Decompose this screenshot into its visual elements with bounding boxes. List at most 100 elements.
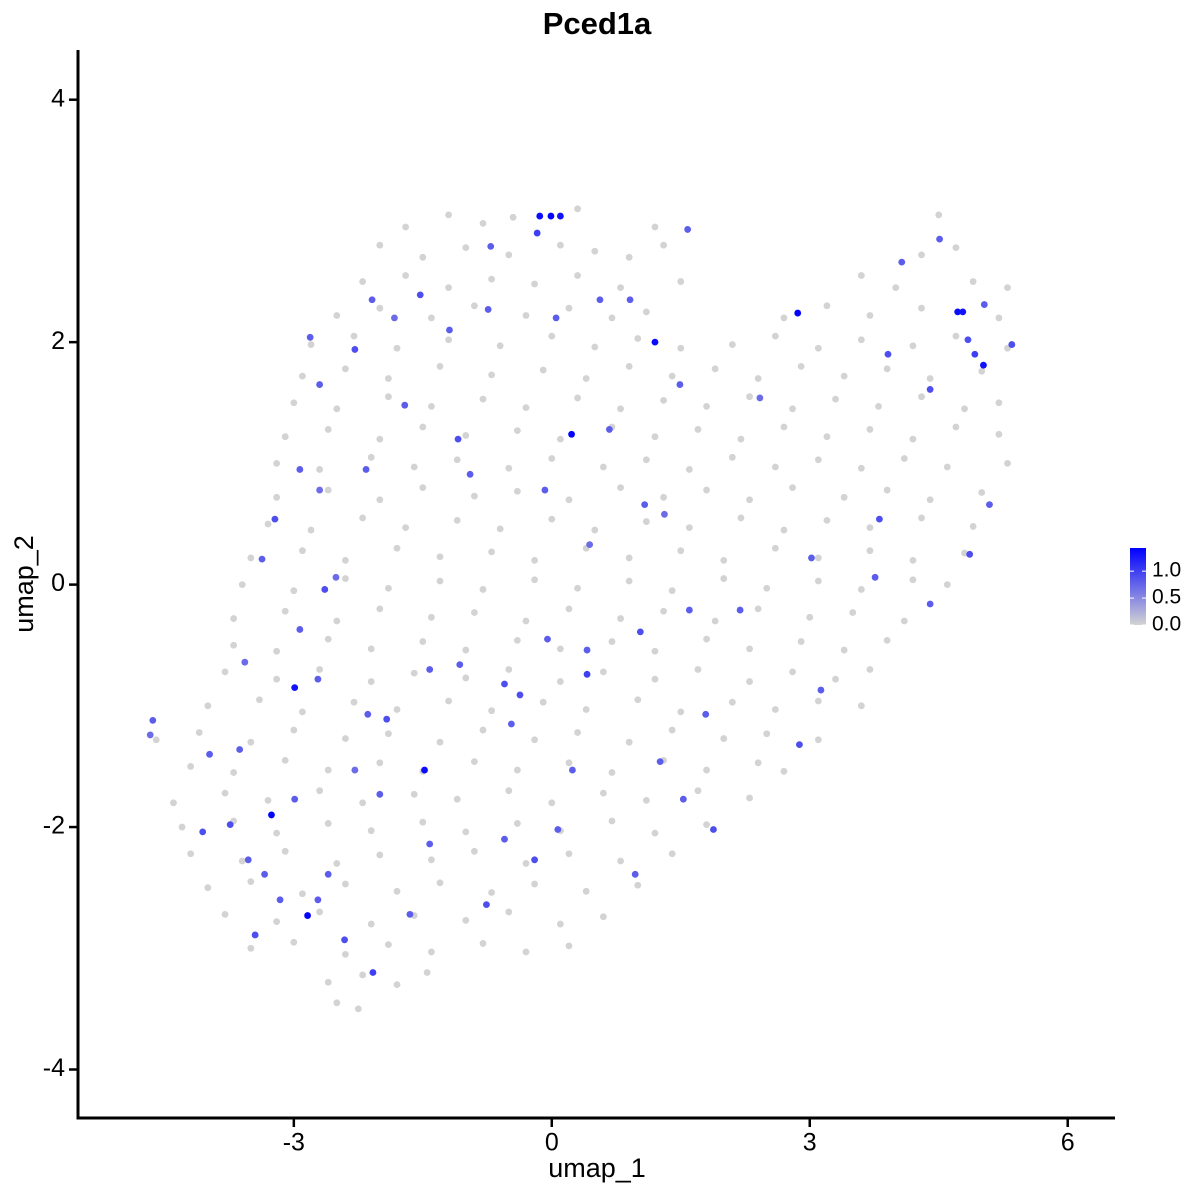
point: [605, 426, 613, 433]
point: [324, 978, 332, 986]
point: [875, 515, 883, 523]
point: [419, 484, 427, 492]
point: [324, 870, 332, 878]
x-axis-title: umap_1: [548, 1153, 646, 1183]
colorbar-label: 0.0: [1152, 613, 1181, 636]
point: [531, 280, 538, 288]
point: [505, 666, 513, 673]
point: [376, 851, 384, 859]
point: [582, 706, 590, 713]
point: [436, 362, 444, 370]
point: [350, 332, 358, 340]
point: [428, 403, 435, 410]
point: [281, 847, 289, 855]
point: [556, 645, 564, 653]
point: [952, 332, 960, 340]
colorbar: [1130, 548, 1146, 625]
point: [677, 708, 685, 716]
point: [651, 829, 659, 837]
point: [290, 587, 298, 595]
point: [556, 920, 564, 928]
point: [668, 726, 676, 734]
point: [230, 769, 238, 776]
point: [446, 326, 453, 334]
point: [634, 696, 642, 704]
point: [995, 399, 1003, 407]
point: [273, 829, 281, 837]
point: [651, 433, 659, 441]
point: [351, 346, 359, 353]
point: [426, 840, 434, 848]
point: [406, 910, 414, 918]
point: [789, 668, 796, 676]
point: [617, 615, 624, 622]
point: [304, 912, 311, 919]
point: [694, 666, 702, 673]
point: [952, 423, 960, 431]
point: [586, 541, 594, 549]
point: [307, 341, 315, 348]
point: [554, 826, 562, 833]
point: [199, 828, 207, 836]
point: [909, 556, 917, 564]
point: [746, 794, 753, 802]
point: [754, 375, 762, 382]
point: [470, 758, 478, 765]
point: [703, 766, 710, 774]
point: [814, 697, 822, 705]
point: [574, 584, 581, 592]
point: [961, 549, 968, 557]
point: [367, 678, 375, 685]
point: [221, 789, 229, 797]
point: [703, 821, 710, 829]
point: [385, 730, 392, 738]
point: [376, 241, 384, 249]
point: [238, 581, 246, 589]
point: [456, 661, 464, 669]
point: [569, 766, 576, 774]
point: [505, 251, 513, 259]
point: [591, 343, 599, 351]
point: [479, 726, 487, 734]
point: [187, 763, 195, 770]
point: [359, 514, 367, 522]
point: [660, 241, 667, 249]
point: [522, 312, 530, 319]
point: [814, 456, 822, 464]
point: [599, 789, 607, 797]
point: [780, 526, 788, 534]
point: [351, 766, 359, 774]
point: [291, 795, 299, 803]
point: [634, 881, 642, 889]
point: [466, 470, 474, 478]
point: [556, 241, 564, 249]
point: [333, 617, 341, 625]
point: [806, 613, 814, 621]
point: [333, 312, 341, 319]
point: [625, 554, 633, 562]
point: [376, 435, 384, 443]
point: [548, 332, 556, 340]
point: [754, 759, 762, 767]
point: [487, 242, 495, 250]
point: [170, 799, 177, 807]
point: [402, 223, 410, 231]
point: [436, 738, 444, 746]
point: [926, 496, 934, 504]
point: [516, 691, 524, 699]
point: [541, 486, 549, 494]
point: [342, 575, 349, 582]
point: [273, 459, 281, 467]
point: [383, 715, 391, 723]
point: [565, 304, 573, 312]
point: [393, 887, 401, 895]
point: [258, 555, 266, 563]
point: [230, 615, 238, 622]
point: [354, 1005, 362, 1013]
x-tick-label: 0: [545, 1129, 559, 1157]
point: [296, 466, 304, 473]
point: [651, 338, 659, 346]
point: [909, 576, 917, 584]
point: [617, 484, 624, 492]
point: [636, 628, 644, 636]
